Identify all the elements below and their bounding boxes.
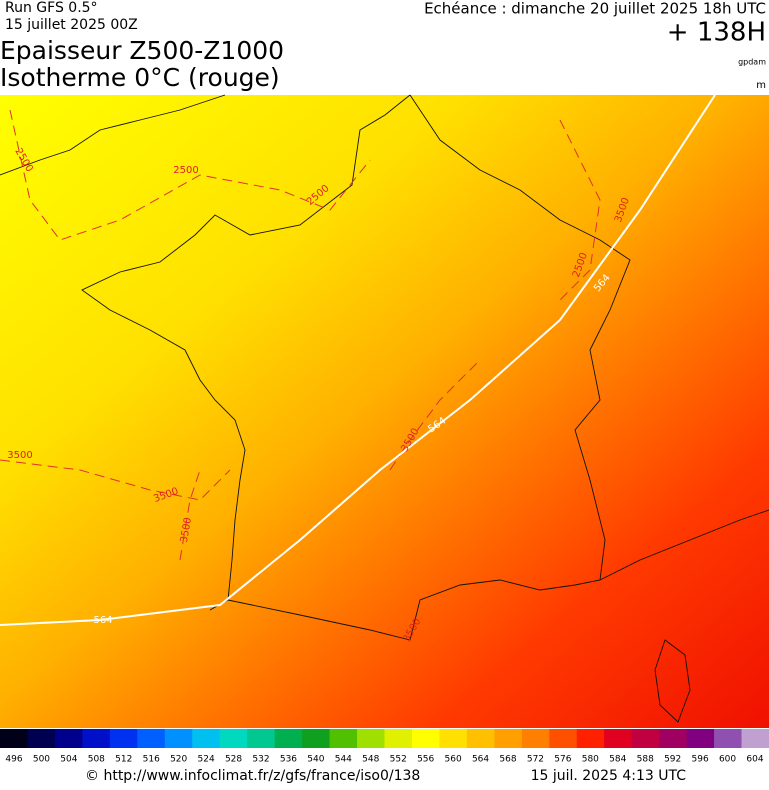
legend-swatch	[164, 729, 193, 748]
legend-swatch	[384, 729, 413, 748]
forecast: Echéance : dimanche 20 juillet 2025 18h …	[424, 0, 766, 18]
legend-swatch	[54, 729, 83, 748]
title-line2: Isotherme 0°C (rouge)	[0, 63, 280, 92]
legend-swatch	[631, 729, 660, 748]
legend-label: 504	[60, 755, 77, 765]
legend-label: 512	[115, 755, 132, 765]
legend-swatch	[521, 729, 550, 748]
legend-label: 556	[417, 755, 434, 765]
legend-label: 520	[170, 755, 187, 765]
isoline-564	[0, 94, 716, 626]
legend-label: 584	[609, 755, 626, 765]
contour-label: 3500	[179, 517, 194, 544]
coastlines	[0, 94, 769, 723]
legend-label: 532	[252, 755, 269, 765]
legend-label: 524	[198, 755, 215, 765]
legend-swatch	[27, 729, 56, 748]
legend-label: 572	[527, 755, 544, 765]
legend-label: 568	[499, 755, 516, 765]
legend-label: 500	[33, 755, 50, 765]
legend-swatch	[659, 729, 688, 748]
legend-swatch	[302, 729, 331, 748]
run: Run GFS 0.5°	[5, 0, 98, 16]
contour-label: 3500	[7, 450, 32, 461]
unit-thickness: gpdam	[738, 58, 766, 67]
legend-swatch	[466, 729, 495, 748]
contour-label: 564	[93, 615, 112, 626]
legend-swatch	[604, 729, 633, 748]
legend-label: 576	[554, 755, 571, 765]
legend-label: 564	[472, 755, 489, 765]
legend-swatch	[192, 729, 221, 748]
legend-swatch	[357, 729, 385, 748]
contour-label: 2500	[173, 165, 198, 176]
legend-label: 508	[88, 755, 105, 765]
legend-swatch	[576, 729, 605, 748]
legend-swatch	[137, 729, 166, 748]
footer-url: © http://www.infoclimat.fr/z/gfs/france/…	[85, 768, 420, 784]
legend-swatch	[714, 729, 743, 748]
lead-time: + 138H	[667, 18, 766, 48]
footer-generated: 15 juil. 2025 4:13 UTC	[531, 768, 687, 784]
legend-label: 496	[5, 755, 22, 765]
legend-label: 604	[746, 755, 763, 765]
legend-label: 552	[390, 755, 407, 765]
legend-label: 596	[692, 755, 709, 765]
legend-label: 536	[280, 755, 297, 765]
legend-swatch	[274, 729, 303, 748]
legend-label: 580	[582, 755, 599, 765]
legend-swatch	[741, 729, 769, 748]
run-date: 15 juillet 2025 00Z	[5, 17, 138, 33]
legend-swatch	[0, 729, 28, 748]
legend-swatch	[439, 729, 468, 748]
legend-label: 592	[664, 755, 681, 765]
legend-swatch	[411, 729, 440, 748]
title-line1: Epaisseur Z500-Z1000	[0, 36, 284, 65]
legend-label: 544	[335, 755, 352, 765]
legend-swatch	[219, 729, 248, 748]
legend-swatch	[494, 729, 523, 748]
legend-label: 588	[637, 755, 654, 765]
legend-swatch	[549, 729, 578, 748]
legend-swatch	[247, 729, 276, 748]
legend-label: 600	[719, 755, 736, 765]
legend-label: 548	[362, 755, 379, 765]
legend-label: 516	[143, 755, 160, 765]
legend-swatch	[329, 729, 358, 748]
legend-label: 528	[225, 755, 242, 765]
legend-swatch	[82, 729, 111, 748]
legend-label: 540	[307, 755, 324, 765]
field	[0, 95, 769, 728]
unit-isotherm: m	[756, 80, 766, 91]
legend-swatch	[686, 729, 715, 748]
legend-label: 560	[445, 755, 462, 765]
legend-swatch	[109, 729, 138, 748]
